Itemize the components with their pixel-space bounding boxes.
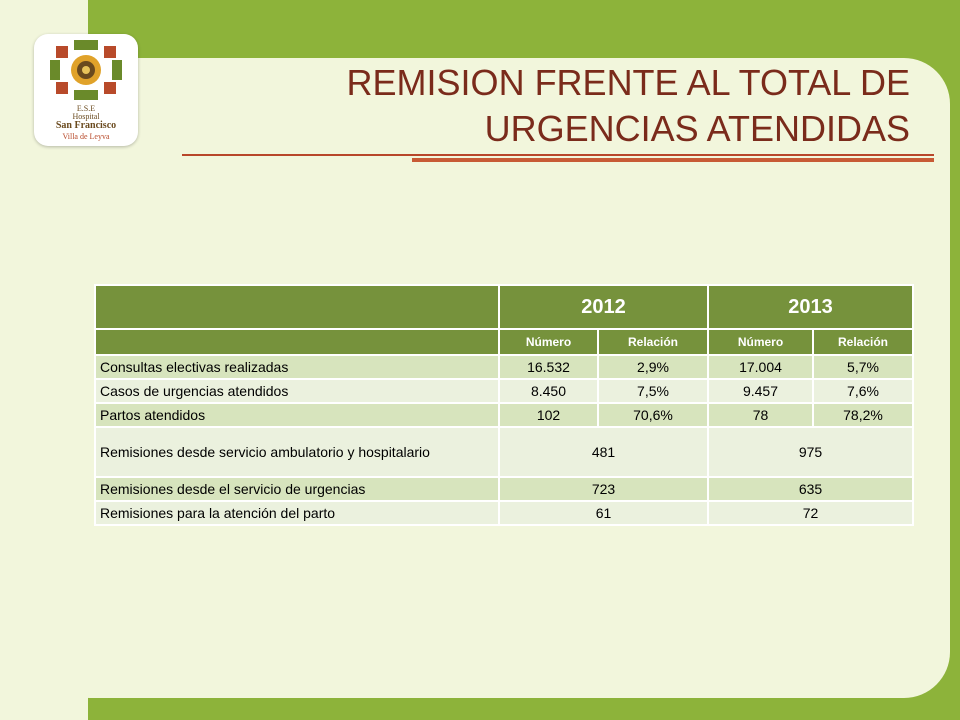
row-label: Remisiones para la atención del parto: [94, 500, 500, 526]
cell-2012-relacion: 2,9%: [597, 354, 709, 380]
cell-2012-value: 723: [498, 476, 709, 502]
year-header-2013: 2013: [707, 284, 914, 330]
subheader-numero-2013: Número: [707, 328, 814, 356]
subheader-relacion-2012: Relación: [597, 328, 709, 356]
hospital-logo: E.S.E Hospital San Francisco Villa de Le…: [34, 34, 138, 146]
logo-line-4: Villa de Leyva: [62, 132, 110, 141]
cell-2013-numero: 9.457: [707, 378, 814, 404]
cell-2012-numero: 16.532: [498, 354, 599, 380]
cell-2012-value: 61: [498, 500, 709, 526]
cell-2013-value: 72: [707, 500, 914, 526]
subheader-empty-cell: [94, 328, 500, 356]
cell-2013-value: 635: [707, 476, 914, 502]
page-title: REMISION FRENTE AL TOTAL DE URGENCIAS AT…: [346, 62, 910, 149]
row-label: Remisiones desde el servicio de urgencia…: [94, 476, 500, 502]
table-row: Casos de urgencias atendidos 8.450 7,5% …: [94, 378, 914, 404]
logo-line-1: E.S.E: [76, 104, 96, 113]
subheader-relacion-2013: Relación: [812, 328, 914, 356]
row-label: Partos atendidos: [94, 402, 500, 428]
cell-2012-numero: 102: [498, 402, 599, 428]
table-row: Remisiones desde el servicio de urgencia…: [94, 476, 914, 502]
cell-2013-relacion: 7,6%: [812, 378, 914, 404]
cell-2013-value: 975: [707, 426, 914, 478]
row-label: Consultas electivas realizadas: [94, 354, 500, 380]
cell-2013-relacion: 5,7%: [812, 354, 914, 380]
table-row: Consultas electivas realizadas 16.532 2,…: [94, 354, 914, 380]
cell-2012-numero: 8.450: [498, 378, 599, 404]
header-empty-cell: [94, 284, 500, 330]
row-label: Remisiones desde servicio ambulatorio y …: [94, 426, 500, 478]
title-underline-thin: [182, 154, 934, 156]
logo-emblem-icon: [50, 40, 122, 100]
year-header-2012: 2012: [498, 284, 709, 330]
cell-2012-relacion: 7,5%: [597, 378, 709, 404]
table-row: Remisiones para la atención del parto 61…: [94, 500, 914, 526]
title-underline-thick: [412, 158, 934, 162]
data-table: 2012 2013 Número Relación Número Relació…: [94, 284, 914, 526]
cell-2013-numero: 78: [707, 402, 814, 428]
cell-2012-value: 481: [498, 426, 709, 478]
subheader-numero-2012: Número: [498, 328, 599, 356]
subheader-row: Número Relación Número Relación: [94, 328, 914, 356]
cell-2012-relacion: 70,6%: [597, 402, 709, 428]
table-row: Remisiones desde servicio ambulatorio y …: [94, 426, 914, 478]
year-header-row: 2012 2013: [94, 284, 914, 330]
row-label: Casos de urgencias atendidos: [94, 378, 500, 404]
logo-line-3: San Francisco: [55, 120, 117, 131]
cell-2013-numero: 17.004: [707, 354, 814, 380]
table-row: Partos atendidos 102 70,6% 78 78,2%: [94, 402, 914, 428]
cell-2013-relacion: 78,2%: [812, 402, 914, 428]
logo-line-2: Hospital: [72, 112, 100, 121]
